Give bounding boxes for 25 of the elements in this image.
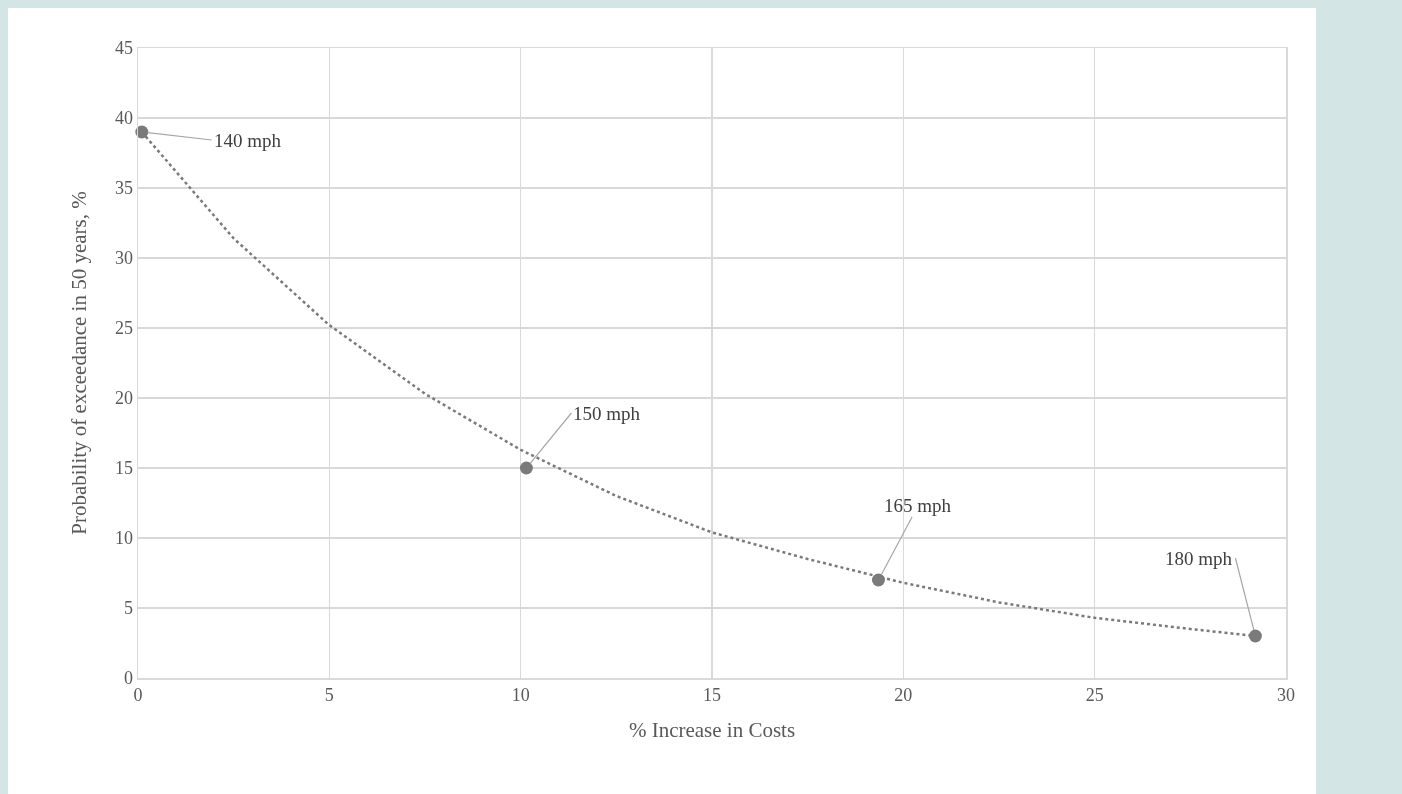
y-tick-label: 5 <box>123 598 133 619</box>
x-tick-label: 20 <box>894 685 913 706</box>
y-tick-label: 0 <box>123 668 133 689</box>
point <box>1248 629 1262 643</box>
y-tick-label: 15 <box>114 458 133 479</box>
y-tick-label: 35 <box>114 178 133 199</box>
y-tick-label: 10 <box>114 528 133 549</box>
annotation: 150 mph <box>573 403 641 424</box>
y-axis-title: Probability of exceedance in 50 years, % <box>67 191 92 535</box>
annotation: 165 mph <box>884 495 952 516</box>
x-tick-label: 30 <box>1277 685 1295 706</box>
y-tick-label: 20 <box>114 388 133 409</box>
y-tick-label: 25 <box>114 318 133 339</box>
x-tick-label: 10 <box>511 685 530 706</box>
point <box>519 461 533 475</box>
x-tick-label: 5 <box>324 685 334 706</box>
y-tick-label: 45 <box>114 38 133 59</box>
annotation: 180 mph <box>1165 548 1233 569</box>
point <box>871 573 885 587</box>
annotation: 140 mph <box>214 130 282 151</box>
y-tick-label: 30 <box>114 248 133 269</box>
x-axis-title: % Increase in Costs <box>628 718 796 743</box>
x-tick-label: 25 <box>1085 685 1104 706</box>
x-tick-label: 15 <box>703 685 721 706</box>
y-tick-label: 40 <box>114 108 133 129</box>
